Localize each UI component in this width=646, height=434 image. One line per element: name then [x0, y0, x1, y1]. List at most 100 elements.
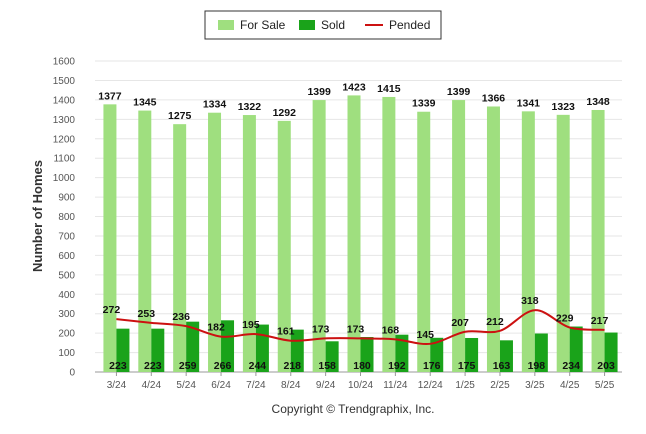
- data-labels: 1377 223 1345 223 1275 259 1334 266 1322 244 1292 2…: [98, 81, 615, 372]
- bar-for-sale: [452, 100, 466, 373]
- label-for-sale: 1399: [447, 86, 471, 98]
- y-tick-label: 600: [58, 251, 75, 262]
- label-sold: 234: [562, 360, 580, 372]
- x-axis-ticks: 3/24 4/24 5/24 6/24 7/24 8/24 9/24 10/24 11/24 12…: [107, 372, 615, 391]
- legend-label-sold: Sold: [321, 18, 345, 32]
- x-tick-label: 3/25: [525, 380, 545, 391]
- y-tick-label: 1400: [53, 95, 76, 106]
- label-sold: 198: [528, 360, 546, 372]
- y-tick-label: 800: [58, 212, 75, 223]
- bar-for-sale: [277, 120, 291, 373]
- label-for-sale: 1423: [342, 81, 366, 93]
- pended-line: [116, 309, 605, 346]
- label-for-sale: 1292: [273, 107, 297, 119]
- x-tick-label: 10/24: [348, 380, 373, 391]
- y-tick-label: 500: [58, 270, 75, 281]
- legend-swatch-sold: [299, 20, 315, 30]
- x-tick-label: 1/25: [455, 380, 475, 391]
- label-sold: 180: [353, 360, 371, 372]
- bar-sold: [569, 326, 583, 372]
- label-for-sale: 1334: [203, 99, 227, 111]
- bar-for-sale: [382, 96, 396, 372]
- bar-sold: [221, 320, 235, 372]
- bar-sold: [604, 332, 618, 372]
- label-for-sale: 1323: [552, 101, 576, 113]
- x-tick-label: 4/25: [560, 380, 580, 391]
- bar-for-sale: [591, 109, 605, 373]
- label-pended: 253: [138, 308, 156, 320]
- bar-for-sale: [242, 115, 256, 372]
- y-tick-label: 0: [69, 368, 75, 379]
- label-sold: 223: [144, 360, 162, 372]
- bar-for-sale: [521, 111, 535, 372]
- label-pended: 173: [312, 323, 330, 335]
- y-tick-label: 700: [58, 231, 75, 242]
- y-tick-label: 1200: [53, 134, 76, 145]
- x-tick-label: 11/24: [383, 380, 408, 391]
- x-tick-label: 3/24: [107, 380, 127, 391]
- label-for-sale: 1377: [98, 90, 122, 102]
- label-pended: 145: [416, 329, 434, 341]
- label-pended: 236: [172, 311, 190, 323]
- label-sold: 163: [493, 360, 511, 372]
- label-pended: 217: [591, 315, 609, 327]
- bar-for-sale: [486, 106, 500, 372]
- label-sold: 158: [318, 360, 336, 372]
- label-for-sale: 1399: [307, 86, 331, 98]
- label-for-sale: 1345: [133, 97, 157, 109]
- label-pended: 272: [103, 304, 121, 316]
- x-tick-label: 12/24: [418, 380, 443, 391]
- label-pended: 182: [207, 322, 225, 334]
- y-tick-label: 1000: [53, 173, 76, 184]
- bar-for-sale: [347, 95, 361, 373]
- label-for-sale: 1339: [412, 98, 436, 110]
- label-pended: 195: [242, 319, 260, 331]
- x-tick-label: 4/24: [142, 380, 162, 391]
- label-sold: 259: [179, 360, 197, 372]
- label-sold: 176: [423, 360, 441, 372]
- label-for-sale: 1366: [482, 92, 506, 104]
- y-tick-label: 200: [58, 329, 75, 340]
- label-for-sale: 1341: [517, 97, 541, 109]
- label-sold: 203: [597, 360, 615, 372]
- bar-for-sale: [208, 112, 222, 373]
- y-tick-label: 1300: [53, 115, 76, 126]
- label-for-sale: 1348: [586, 96, 610, 108]
- legend-label-for-sale: For Sale: [240, 18, 286, 32]
- label-pended: 212: [486, 316, 504, 328]
- bar-sold: [430, 337, 444, 372]
- label-pended: 229: [556, 312, 574, 324]
- bar-for-sale: [417, 111, 431, 372]
- label-pended: 207: [451, 317, 469, 329]
- label-sold: 266: [214, 360, 232, 372]
- pended-line-path: [116, 309, 605, 346]
- copyright: Copyright © Trendgraphix, Inc.: [272, 402, 435, 416]
- legend-swatch-for-sale: [218, 20, 234, 30]
- bar-sold: [465, 337, 479, 372]
- x-tick-label: 7/24: [246, 380, 266, 391]
- bar-sold: [395, 334, 409, 372]
- legend-box: [204, 10, 442, 40]
- y-tick-label: 400: [58, 290, 75, 301]
- x-tick-label: 6/24: [211, 380, 231, 391]
- bar-sold: [186, 321, 200, 372]
- y-tick-label: 1500: [53, 76, 76, 87]
- label-sold: 192: [388, 360, 406, 372]
- label-for-sale: 1322: [238, 101, 262, 113]
- label-pended: 173: [347, 323, 365, 335]
- bar-sold: [116, 328, 130, 372]
- y-tick-label: 1100: [53, 154, 75, 165]
- label-pended: 168: [382, 324, 400, 336]
- x-tick-label: 8/24: [281, 380, 301, 391]
- bars: [103, 95, 618, 373]
- y-axis-title: Number of Homes: [30, 160, 45, 272]
- bar-sold: [325, 341, 339, 372]
- bar-for-sale: [138, 110, 152, 373]
- bar-for-sale: [103, 104, 117, 372]
- bar-sold: [151, 328, 165, 372]
- bar-for-sale: [556, 114, 570, 373]
- label-sold: 244: [249, 360, 267, 372]
- label-for-sale: 1415: [377, 83, 401, 95]
- legend-label-pended: Pended: [389, 18, 430, 32]
